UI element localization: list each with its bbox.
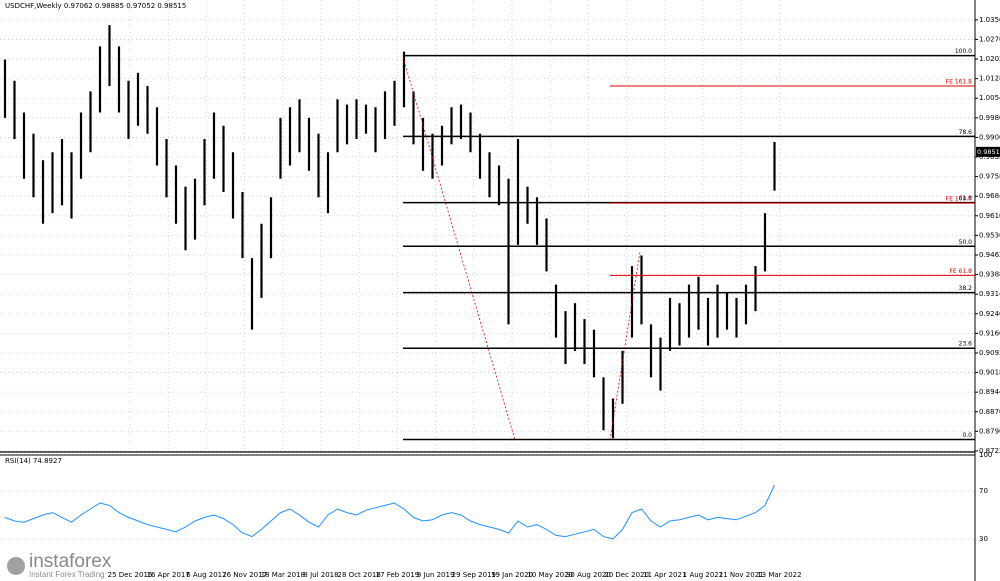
y-tick-label: 0.93140 [979,290,1000,298]
y-tick-label: 0.89440 [979,388,1000,396]
y-tick-label: 0.91660 [979,329,1000,337]
brand-name: instaforex [29,551,112,572]
y-tick-label: 0.99800 [979,114,1000,122]
x-tick-label: 13 Mar 2022 [757,571,801,579]
y-tick-label: 0.90180 [979,369,1000,377]
x-tick-label: 9 Jun 2019 [417,571,455,579]
y-tick-label: 0.88700 [979,408,1000,416]
rsi-line [4,484,775,540]
y-tick-label: 0.99060 [979,133,1000,141]
y-tick-label: 0.87960 [979,427,1000,435]
y-tick-label: 100 [979,451,992,459]
y-tick-label: 1.02760 [979,35,1000,43]
fib-label: 23.6 [959,341,973,348]
x-tick-label: 18 Mar 2018 [261,571,305,579]
y-tick-label: 0.96100 [979,212,1000,220]
y-tick-label: 0.95360 [979,231,1000,239]
last-price-box [976,146,1000,157]
x-tick-label: 1 Aug 2021 [683,571,723,579]
fe-label: FE 100.0 [946,196,973,203]
x-tick-label: 28 Oct 2018 [338,571,381,579]
grid [0,0,975,540]
y-tick-label: 0.87220 [979,447,1000,455]
y-tick-label: 0.90920 [979,349,1000,357]
chart-title: USDCHF,Weekly 0.97062 0.98885 0.97052 0.… [5,2,186,10]
y-tick-label: 0.98320 [979,153,1000,161]
fe-label: FE 161.8 [946,79,973,86]
fib-label: 38.2 [959,285,973,292]
last-price-label: 0.98515 [977,148,1000,156]
x-tick-label: 16 Apr 2017 [147,571,190,579]
x-tick-label: 17 Feb 2019 [376,571,420,579]
x-tick-label: 19 Jan 2020 [491,571,533,579]
x-tick-label: 8 Jul 2018 [303,571,338,579]
x-tick-label: 26 Nov 2017 [222,571,267,579]
y-tick-label: 0.94620 [979,251,1000,259]
y-tick-label: 0.97580 [979,173,1000,181]
y-tick-label: 0.92400 [979,310,1000,318]
x-tick-label: 21 Nov 2021 [719,571,764,579]
x-tick-label: 20 Dec 2020 [604,571,649,579]
y-tick-label: 0.93880 [979,271,1000,279]
fib-label: 100.0 [955,48,972,55]
y-tick-label: 0.96840 [979,192,1000,200]
plot [3,25,776,540]
x-tick-label: 10 May 2020 [527,571,573,579]
fib-label: 50.0 [959,239,973,246]
trend-line [402,56,516,441]
logo [7,557,25,575]
y-tick-label: 70 [979,487,988,495]
x-tick-label: 25 Dec 2016 [108,571,153,579]
y-tick-label: 1.01280 [979,75,1000,83]
x-tick-label: 29 Sep 2019 [452,571,496,579]
x-tick-label: 6 Aug 2017 [186,571,226,579]
x-tick-label: 11 Apr 2021 [643,571,686,579]
y-tick-label: 1.00540 [979,94,1000,102]
y-tick-label: 30 [979,535,988,543]
y-tick-label: 1.03500 [979,16,1000,24]
fib-label: 0.0 [962,432,972,439]
brand-tagline: Instant Forex Trading [29,570,105,579]
fib-label: 61.8 [959,195,973,202]
rsi-title: RSI(14) 74.8927 [5,457,62,465]
x-tick-label: 30 Aug 2020 [566,571,611,579]
fib-label: 78.6 [959,129,973,136]
fe-label: FE 61.8 [949,268,972,275]
